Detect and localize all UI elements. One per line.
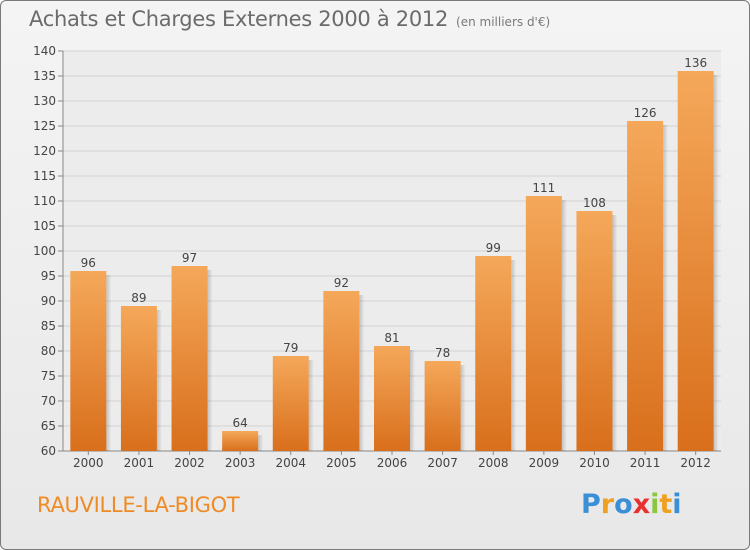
data-label: 89 <box>131 291 146 305</box>
data-label: 81 <box>384 331 399 345</box>
bar-shadow <box>410 350 415 451</box>
bar-shadow <box>308 360 314 451</box>
bar-shadow <box>612 215 618 451</box>
x-tick-label: 2003 <box>225 456 256 470</box>
y-tick-label: 125 <box>33 119 56 133</box>
bar-shadow <box>258 435 264 451</box>
data-label: 92 <box>334 276 349 290</box>
x-tick-label: 2001 <box>124 456 155 470</box>
x-tick-label: 2008 <box>478 456 509 470</box>
y-tick-label: 65 <box>41 419 56 433</box>
y-tick-label: 130 <box>33 94 56 108</box>
data-label: 79 <box>283 341 298 355</box>
y-tick-label: 90 <box>41 294 56 308</box>
bar <box>424 361 461 451</box>
data-label: 97 <box>182 251 197 265</box>
x-tick-label: 2004 <box>275 456 306 470</box>
chart-title: Achats et Charges Externes 2000 à 2012 <box>29 7 449 31</box>
bar-shadow <box>460 365 466 451</box>
bar <box>525 196 562 451</box>
y-tick-label: 75 <box>41 369 56 383</box>
x-tick-label: 2000 <box>73 456 104 470</box>
y-tick-label: 80 <box>41 344 56 358</box>
x-tick-label: 2012 <box>680 456 711 470</box>
bar <box>323 291 360 451</box>
data-label: 96 <box>81 256 96 270</box>
proxiti-logo: Proxiti <box>581 489 682 520</box>
bar <box>374 346 410 451</box>
y-tick-label: 95 <box>41 269 56 283</box>
bar-shadow <box>359 295 365 451</box>
y-tick-label: 110 <box>33 194 56 208</box>
bar <box>272 356 309 451</box>
data-label: 126 <box>634 106 657 120</box>
y-tick-label: 120 <box>33 144 56 158</box>
data-label: 99 <box>486 241 501 255</box>
data-label: 111 <box>532 181 555 195</box>
x-tick-label: 2007 <box>427 456 458 470</box>
bar-shadow <box>561 200 567 451</box>
logo-letter: o <box>614 489 633 520</box>
x-tick-label: 2011 <box>630 456 661 470</box>
y-tick-label: 100 <box>33 244 56 258</box>
bar <box>677 71 714 451</box>
y-tick-label: 85 <box>41 319 56 333</box>
y-tick-label: 60 <box>41 444 56 458</box>
bar <box>627 121 664 451</box>
x-tick-label: 2009 <box>529 456 560 470</box>
bar-shadow <box>156 310 162 451</box>
bar-shadow <box>713 75 719 451</box>
logo-letter: x <box>632 489 651 520</box>
data-label: 64 <box>233 416 248 430</box>
y-tick-label: 140 <box>33 44 56 58</box>
x-tick-label: 2006 <box>377 456 408 470</box>
x-tick-label: 2005 <box>326 456 357 470</box>
y-tick-label: 115 <box>33 169 56 183</box>
data-label: 78 <box>435 346 450 360</box>
data-label: 108 <box>583 196 606 210</box>
logo-letter: i <box>672 489 682 520</box>
logo-letter: r <box>600 489 615 520</box>
bar <box>120 306 157 451</box>
bar-shadow <box>511 260 517 451</box>
title-block: Achats et Charges Externes 2000 à 2012 (e… <box>29 7 550 31</box>
data-label: 136 <box>684 56 707 70</box>
bar <box>576 211 613 451</box>
location-name: RAUVILLE-LA-BIGOT <box>37 493 240 517</box>
x-tick-label: 2002 <box>174 456 205 470</box>
bar-shadow <box>207 270 213 451</box>
chart-subtitle: (en milliers d'€) <box>456 15 551 29</box>
logo-letter: t <box>659 489 673 520</box>
bar <box>171 266 208 451</box>
y-tick-label: 70 <box>41 394 56 408</box>
x-tick-label: 2010 <box>579 456 610 470</box>
bar-shadow <box>663 125 669 451</box>
bar-shadow <box>106 275 112 451</box>
bar <box>222 431 259 451</box>
logo-letter: i <box>650 489 660 520</box>
bar <box>475 256 512 451</box>
y-tick-label: 105 <box>33 219 56 233</box>
y-tick-label: 135 <box>33 69 56 83</box>
bar <box>70 271 107 451</box>
logo-letter: P <box>581 489 601 520</box>
